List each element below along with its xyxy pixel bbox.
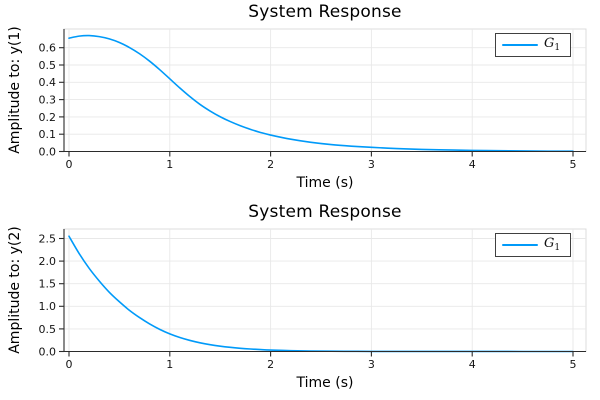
y-tick-label: 1.5 bbox=[39, 278, 57, 291]
legend-line-swatch bbox=[502, 243, 538, 247]
legend: G1 bbox=[495, 33, 571, 57]
legend-series-symbol: G bbox=[544, 236, 555, 251]
x-axis-label: Time (s) bbox=[296, 175, 354, 191]
legend-series-label: G1 bbox=[544, 37, 560, 53]
y-tick-label: 0.0 bbox=[39, 345, 57, 358]
x-tick-label: 1 bbox=[166, 158, 173, 171]
y-tick-label: 0.0 bbox=[39, 145, 57, 158]
plot-canvas: 0 1 2 3 4 5 0.0 0.1 0.2 0.3 0.4 0.5 0.6 bbox=[39, 28, 587, 171]
x-tick-label: 3 bbox=[368, 358, 375, 371]
plot-title: System Response bbox=[248, 202, 402, 222]
x-tick-label: 4 bbox=[469, 358, 476, 371]
y-tick-label: 0.5 bbox=[39, 323, 57, 336]
y-tick-label: 0.5 bbox=[39, 59, 57, 72]
x-tick-label: 3 bbox=[368, 158, 375, 171]
x-axis-label: Time (s) bbox=[296, 375, 354, 391]
x-tick-label: 5 bbox=[570, 158, 577, 171]
legend-series-subscript: 1 bbox=[554, 43, 561, 53]
legend-series-symbol: G bbox=[544, 36, 555, 51]
legend-line-swatch bbox=[502, 43, 538, 47]
y-tick-label: 0.4 bbox=[39, 76, 57, 89]
y-tick-label: 1.0 bbox=[39, 300, 57, 313]
y-tick-label: 0.2 bbox=[39, 111, 57, 124]
x-tick-label: 1 bbox=[166, 358, 173, 371]
y-tick-label: 2.0 bbox=[39, 255, 57, 268]
y-tick-label: 2.5 bbox=[39, 232, 57, 245]
plot-title: System Response bbox=[248, 2, 402, 22]
x-tick-label: 0 bbox=[66, 358, 73, 371]
y-tick-label: 0.6 bbox=[39, 42, 57, 55]
y-tick-label: 0.1 bbox=[39, 128, 57, 141]
legend-series-label: G1 bbox=[544, 237, 560, 253]
y-tick-label: 0.3 bbox=[39, 94, 57, 107]
x-tick-label: 5 bbox=[570, 358, 577, 371]
plot-canvas: 0 1 2 3 4 5 0.0 0.5 1.0 1.5 2.0 2.5 bbox=[39, 228, 587, 371]
x-tick-label: 4 bbox=[469, 158, 476, 171]
x-tick-label: 0 bbox=[66, 158, 73, 171]
x-tick-label: 2 bbox=[267, 358, 274, 371]
legend: G1 bbox=[495, 233, 571, 257]
legend-series-subscript: 1 bbox=[554, 243, 561, 253]
x-tick-label: 2 bbox=[267, 158, 274, 171]
